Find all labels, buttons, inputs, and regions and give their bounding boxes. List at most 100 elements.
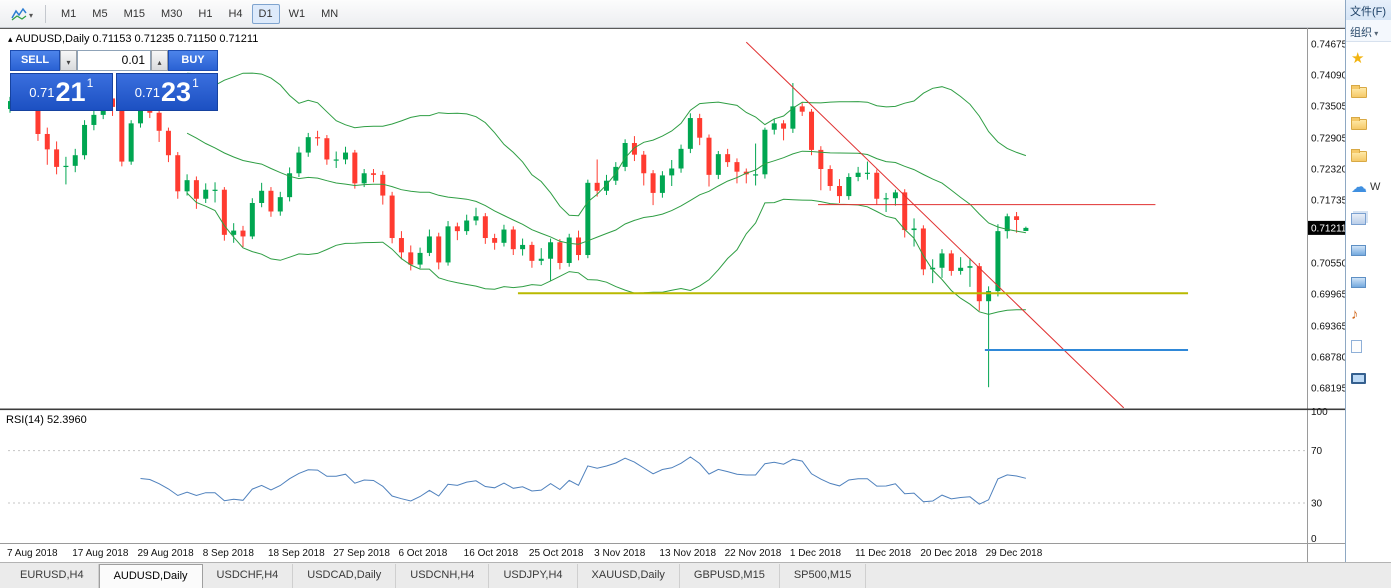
bollinger-lower-line[interactable]	[186, 192, 1026, 315]
candle	[930, 267, 936, 270]
candle	[874, 172, 880, 199]
buy-price-display[interactable]: 0.71 23 1	[115, 73, 218, 111]
indicator-separator[interactable]	[0, 408, 1345, 411]
chart-title-text: AUDUSD,Daily 0.71153 0.71235 0.71150 0.7…	[15, 33, 259, 45]
candle	[641, 154, 647, 174]
file-panel-item[interactable]: W	[1351, 178, 1386, 195]
candle	[296, 152, 302, 174]
candle	[538, 258, 544, 261]
chart-tab-usdjpy-h4[interactable]: USDJPY,H4	[489, 564, 578, 588]
timeframe-button-d1[interactable]: D1	[251, 3, 280, 24]
lot-size-field[interactable]: 0.01	[77, 50, 151, 71]
file-panel-item[interactable]	[1351, 114, 1386, 131]
date-axis-label: 25 Oct 2018	[529, 548, 584, 559]
candle	[184, 180, 190, 192]
bollinger-upper-line[interactable]	[187, 72, 1027, 217]
timeframe-button-h4[interactable]: H4	[228, 7, 243, 20]
candle	[622, 143, 628, 167]
chart-tab-usdcad-daily[interactable]: USDCAD,Daily	[293, 564, 397, 588]
chart-objects-button[interactable]	[6, 2, 38, 26]
file-panel-item[interactable]	[1351, 306, 1386, 323]
chart-tab-gbpusd-m15[interactable]: GBPUSD,M15	[680, 564, 780, 588]
timeframe-button-w1[interactable]: W1	[288, 7, 306, 20]
chart-tab-eurusd-h4[interactable]: EURUSD,H4	[6, 564, 99, 588]
buy-price-base: 0.71	[134, 84, 161, 100]
candle	[370, 173, 376, 175]
candle	[715, 154, 721, 175]
file-panel-item[interactable]	[1351, 146, 1386, 163]
timeframe-button-h1[interactable]: H1	[198, 7, 213, 20]
timeframe-button-m1[interactable]: M1	[61, 7, 77, 20]
chart-tab-usdcnh-h4[interactable]: USDCNH,H4	[396, 564, 490, 588]
sell-button[interactable]: SELL	[10, 50, 60, 71]
dropdown-caret-icon	[29, 5, 33, 23]
chevron-down-icon	[66, 52, 70, 69]
chart-area[interactable]: 0.74675 0.74090 0.73505 0.72905 0.72320 0.717…	[0, 28, 1345, 562]
timeframe-button-m15[interactable]: M15	[123, 7, 145, 20]
file-panel-item[interactable]	[1351, 50, 1386, 67]
price-axis-label: 0.68195	[1311, 383, 1345, 394]
candle	[836, 186, 842, 197]
chart-tab-sp500-m15[interactable]: SP500,M15	[780, 564, 867, 588]
date-axis-label: 13 Nov 2018	[659, 548, 716, 559]
chart-tab-audusd-daily[interactable]: AUDUSD,Daily	[98, 564, 203, 588]
chart-tab-usdchf-h4[interactable]: USDCHF,H4	[203, 564, 294, 588]
cloud-icon	[1351, 177, 1367, 197]
organize-menu[interactable]: 组织	[1346, 20, 1391, 42]
file-panel-item[interactable]	[1351, 274, 1386, 291]
sell-price-display[interactable]: 0.71 21 1	[10, 73, 113, 111]
timeframe-button-m5[interactable]: M5	[92, 7, 108, 20]
candle	[557, 242, 563, 263]
candle	[781, 123, 787, 129]
file-panel-item[interactable]	[1351, 210, 1386, 227]
bollinger-middle-line[interactable]	[186, 132, 1026, 245]
buy-button[interactable]: BUY	[168, 50, 218, 71]
file-panel-item[interactable]	[1351, 82, 1386, 99]
chart-title: AUDUSD,Daily 0.71153 0.71235 0.71150 0.7…	[8, 33, 258, 45]
price-axis-label: 0.74090	[1311, 71, 1345, 82]
music-icon	[1351, 306, 1359, 324]
timeframe-toolbar: M1 M5 M15 M30 H1 H4 D1 W1 MN	[53, 3, 346, 24]
library-icon	[1351, 212, 1366, 225]
chart-svg[interactable]: 0.746750.740900.735050.729050.723200.717…	[0, 28, 1345, 562]
sell-price-big: 21	[55, 76, 86, 107]
candle	[277, 197, 283, 212]
date-axis-label: 11 Dec 2018	[855, 548, 911, 559]
candle	[110, 98, 116, 107]
file-panel-item[interactable]	[1351, 242, 1386, 259]
lot-decrease-button[interactable]	[60, 50, 77, 71]
candle	[454, 226, 460, 232]
current-price-text: 0.71211	[1311, 223, 1345, 234]
candle	[54, 149, 60, 167]
file-panel-item[interactable]	[1351, 338, 1386, 355]
candle	[659, 175, 665, 193]
computer-icon	[1351, 373, 1366, 384]
file-menu[interactable]: 文件(F)	[1346, 0, 1391, 20]
file-explorer-panel: 文件(F) 组织 W	[1345, 0, 1391, 562]
candle	[417, 252, 423, 265]
timeframe-button-mn[interactable]: MN	[321, 7, 339, 20]
chart-objects-icon	[11, 7, 27, 20]
chart-collapse-icon[interactable]	[8, 33, 16, 45]
candle	[510, 229, 516, 250]
candle	[529, 244, 535, 261]
descending-trendline[interactable]	[745, 41, 1125, 408]
timeframe-button-m30[interactable]: M30	[160, 7, 183, 20]
candle	[492, 238, 498, 243]
candle	[473, 216, 479, 221]
file-panel-item[interactable]	[1351, 370, 1386, 387]
price-axis-label: 0.69365	[1311, 321, 1345, 332]
candle	[408, 252, 414, 265]
lot-increase-button[interactable]	[151, 50, 168, 71]
candle	[436, 236, 442, 263]
folder-icon	[1351, 148, 1367, 162]
candle	[734, 162, 740, 172]
candle	[603, 180, 609, 191]
price-axis-label: 0.71735	[1311, 196, 1345, 207]
chart-tab-xauusd-daily[interactable]: XAUUSD,Daily	[578, 564, 680, 588]
candle	[585, 182, 591, 256]
candle	[1004, 216, 1010, 232]
candle	[753, 174, 759, 176]
candle	[809, 111, 815, 150]
candle	[576, 237, 582, 256]
